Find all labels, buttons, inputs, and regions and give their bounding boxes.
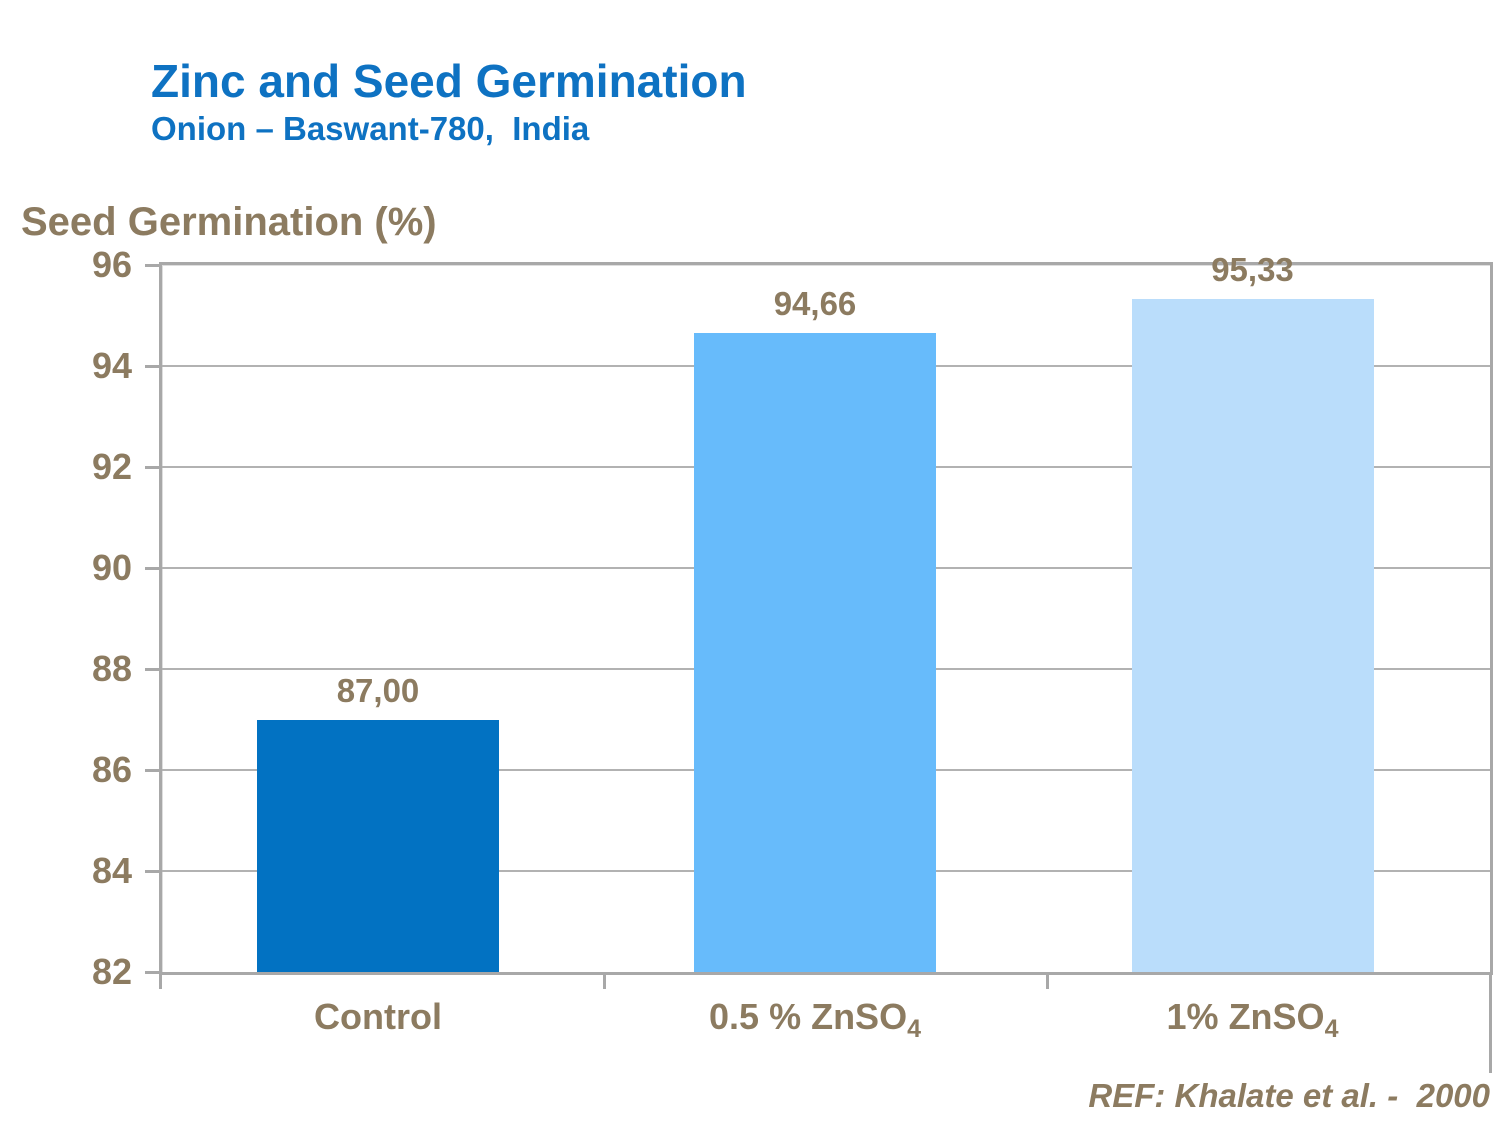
y-tick-mark (145, 667, 159, 671)
y-tick-label-90: 90 (91, 547, 132, 588)
y-tick-label-86: 86 (91, 749, 132, 790)
y-tick-label-88: 88 (91, 648, 132, 689)
y-tick-mark (145, 869, 159, 873)
y-tick-mark (145, 970, 159, 974)
y-tick-label-82: 82 (91, 951, 132, 992)
x-tick-mark (159, 975, 162, 989)
x-category-label-2: 0.5 % ZnSO4 (709, 996, 921, 1044)
reference-text: REF: Khalate et al. - 2000 (1088, 1077, 1490, 1114)
bar-value-label: 95,33 (1211, 250, 1294, 288)
y-tick-mark (145, 465, 159, 469)
y-tick-label-92: 92 (91, 446, 132, 487)
y-tick-mark (145, 768, 159, 772)
plot-area: 87,00 94,66 95,33 (159, 251, 1493, 975)
y-tick-label-84: 84 (91, 850, 132, 891)
bar-value-label: 87,00 (336, 671, 420, 709)
x-tick-mark (1046, 975, 1050, 989)
y-tick-mark (145, 566, 159, 570)
y-tick-mark (145, 364, 159, 368)
bar-0-5-znso (694, 332, 936, 972)
y-tick-label-96: 96 (91, 244, 132, 285)
chart-title: Zinc and Seed Germination (151, 55, 747, 107)
x-category-label-1: Control (314, 996, 442, 1037)
x-tick-mark (602, 975, 606, 989)
bar-1-znso (1131, 298, 1374, 972)
x-tick-mark (1489, 975, 1492, 1073)
chart-subtitle: Onion – Baswant-780, India (151, 110, 590, 147)
bar-control (257, 719, 499, 972)
y-tick-label-94: 94 (91, 345, 132, 386)
bar-value-label: 94,66 (773, 284, 857, 322)
y-axis-title: Seed Germination (%) (21, 200, 437, 244)
x-category-label-3: 1% ZnSO4 (1166, 996, 1339, 1044)
y-tick-mark (145, 263, 159, 267)
